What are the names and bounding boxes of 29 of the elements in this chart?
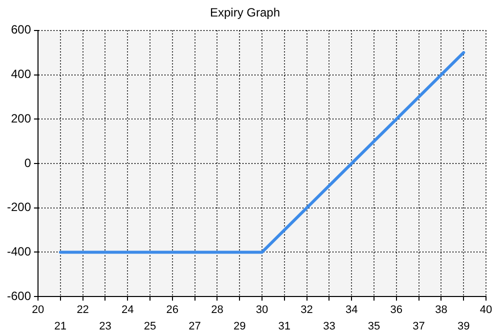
y-tick-label: 400: [10, 67, 32, 82]
x-tick-label: 40: [480, 304, 492, 316]
x2-tick-label: 31: [278, 320, 291, 332]
x-tick-label: 22: [76, 304, 89, 316]
x-tick-label: 30: [256, 304, 268, 316]
x2-tick-label: 21: [54, 320, 67, 332]
x2-tick-label: 37: [412, 320, 425, 332]
x2-tick-label: 29: [233, 320, 246, 332]
y-tick-label: -600: [6, 288, 32, 303]
x-tick-label: 38: [435, 304, 448, 316]
x2-tick-label: 39: [457, 320, 470, 332]
x2-tick-label: 27: [188, 320, 201, 332]
x2-tick-label: 35: [368, 320, 380, 332]
x-tick-label: 28: [211, 304, 224, 316]
x-tick-label: 20: [32, 304, 44, 316]
x-tick-label: 24: [121, 304, 134, 316]
x2-tick-label: 25: [144, 320, 156, 332]
y-tick-label: -400: [6, 244, 32, 259]
y-tick-label: -200: [6, 200, 32, 214]
x2-tick-label: 33: [323, 320, 336, 332]
x-tick-label: 32: [300, 304, 313, 316]
x-tick-label: 26: [166, 304, 179, 316]
chart-title: Expiry Graph: [210, 6, 280, 20]
x2-tick-label: 23: [99, 320, 112, 332]
y-tick-label: 200: [10, 111, 32, 126]
x-tick-label: 36: [390, 304, 403, 316]
y-tick-label: 0: [24, 156, 32, 170]
x-tick-label: 34: [345, 304, 358, 316]
y-tick-label: 600: [10, 22, 32, 37]
